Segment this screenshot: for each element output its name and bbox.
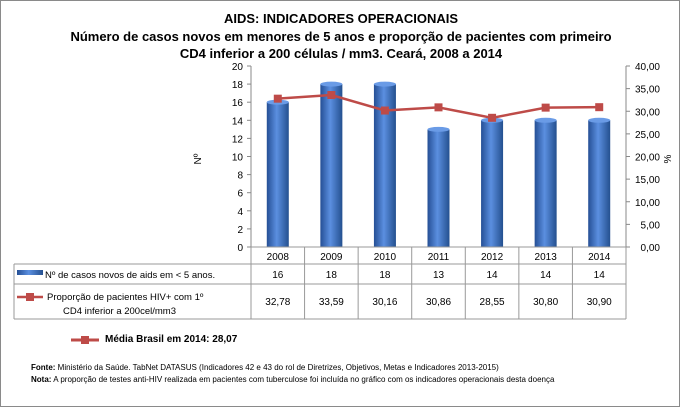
line-series-name-1: Proporção de pacientes HIV+ com 1º	[47, 292, 204, 303]
bar-data-label: 16	[272, 270, 284, 281]
bar-series-name: Nº de casos novos de aids em < 5 anos.	[45, 270, 215, 281]
bar	[427, 129, 450, 247]
left-tick-label: 14	[232, 116, 244, 127]
bar-top	[427, 126, 450, 132]
line-data-label: 30,16	[372, 297, 397, 308]
bar	[481, 120, 504, 247]
nota-label: Nota:	[31, 375, 52, 384]
right-tick-label: 35,00	[635, 85, 660, 96]
bar-data-label: 13	[433, 270, 445, 281]
line-marker	[380, 106, 389, 115]
bar-top	[320, 81, 343, 87]
line-data-label: 30,90	[587, 297, 612, 308]
bar-top	[534, 117, 557, 123]
left-tick-label: 4	[237, 207, 243, 218]
right-axis-label: %	[663, 154, 674, 163]
bar	[534, 120, 557, 247]
right-tick-label: 30,00	[635, 107, 660, 118]
bar-data-label: 14	[487, 270, 499, 281]
bar-top	[373, 81, 396, 87]
fonte-label: Fonte:	[31, 363, 56, 372]
line-marker	[595, 103, 604, 112]
line-marker	[541, 103, 550, 112]
left-tick-label: 8	[237, 171, 243, 182]
right-tick-label: 40,00	[635, 62, 660, 73]
line-series-name-2: CD4 inferior a 200cel/mm3	[63, 306, 176, 317]
bar	[320, 84, 343, 247]
category-label: 2013	[535, 252, 558, 263]
line-data-label: 30,86	[426, 297, 451, 308]
left-tick-label: 10	[232, 153, 244, 164]
category-label: 2010	[374, 252, 397, 263]
category-label: 2009	[320, 252, 343, 263]
left-axis-label: Nº	[193, 153, 204, 164]
bar	[266, 102, 289, 247]
line-marker	[488, 113, 497, 122]
line-marker	[273, 94, 282, 103]
line-data-label: 30,80	[533, 297, 558, 308]
line-marker	[434, 103, 443, 112]
right-tick-label: 0,00	[641, 243, 661, 254]
left-tick-label: 20	[232, 62, 244, 73]
right-tick-label: 15,00	[635, 175, 660, 186]
line-legend-marker	[26, 293, 34, 301]
chart-title: AIDS: INDICADORES OPERACIONAIS	[223, 11, 459, 26]
fonte-text: Ministério da Saúde. TabNet DATASUS (Ind…	[55, 363, 499, 372]
right-tick-label: 10,00	[635, 198, 660, 209]
bar-data-label: 14	[540, 270, 552, 281]
footer-nota: Nota: A proporção de testes anti-HIV rea…	[31, 375, 554, 384]
left-tick-label: 6	[237, 189, 243, 200]
left-tick-label: 18	[232, 80, 244, 91]
reference-line-icon	[71, 335, 99, 344]
left-tick-label: 16	[232, 98, 244, 109]
bar	[373, 84, 396, 247]
category-label: 2012	[481, 252, 504, 263]
reference-label: Média Brasil em 2014: 28,07	[105, 334, 238, 345]
chart-subtitle-2: CD4 inferior a 200 células / mm3. Ceará,…	[179, 46, 503, 61]
line-data-label: 32,78	[265, 297, 290, 308]
reference-legend: Média Brasil em 2014: 28,07	[71, 334, 237, 345]
left-tick-label: 0	[237, 243, 243, 254]
bar	[588, 120, 611, 247]
bar-top	[588, 117, 611, 123]
right-tick-label: 5,00	[641, 220, 661, 231]
left-tick-label: 12	[232, 134, 244, 145]
category-label: 2014	[588, 252, 611, 263]
footer-fonte: Fonte: Ministério da Saúde. TabNet DATAS…	[31, 363, 499, 372]
category-label: 2008	[267, 252, 290, 263]
chart-svg: 0 2 4 6 8 10 12 14 16 18 20 0,00 5,00 10,00 15,00 20,00…	[13, 62, 674, 320]
category-label: 2011	[428, 252, 450, 263]
line-marker	[327, 91, 336, 100]
line-data-label: 28,55	[480, 297, 505, 308]
right-tick-label: 20,00	[635, 153, 660, 164]
bar-legend-icon	[17, 270, 43, 275]
line-data-label: 33,59	[319, 297, 344, 308]
bar-data-label: 18	[326, 270, 338, 281]
left-tick-label: 2	[237, 225, 243, 236]
nota-text: A proporção de testes anti-HIV realizada…	[51, 375, 555, 384]
bar-data-label: 18	[379, 270, 391, 281]
right-tick-label: 25,00	[635, 130, 660, 141]
bar-data-label: 14	[594, 270, 606, 281]
chart-subtitle-1: Número de casos novos em menores de 5 an…	[70, 29, 612, 44]
